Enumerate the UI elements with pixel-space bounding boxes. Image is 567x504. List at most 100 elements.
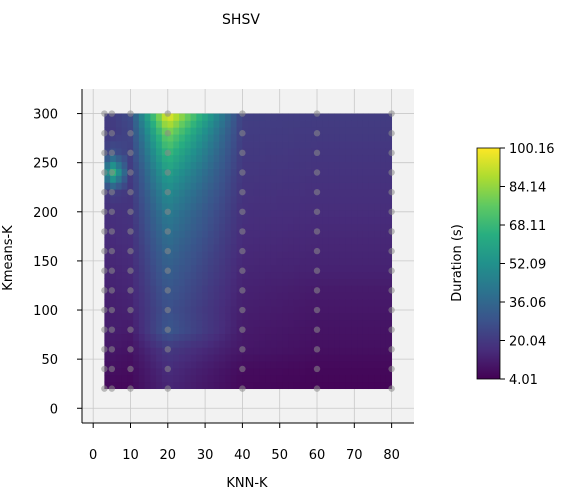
sample-point [109, 130, 115, 136]
surface-cell [323, 148, 329, 155]
surface-cell [346, 368, 352, 375]
surface-cell [311, 162, 317, 169]
surface-cell [168, 217, 174, 224]
surface-cell [214, 169, 220, 176]
surface-cell [248, 230, 254, 237]
surface-cell [196, 203, 202, 210]
surface-cell [259, 127, 265, 134]
sample-point [239, 248, 245, 254]
surface-cell [305, 354, 311, 361]
surface-cell [265, 244, 271, 251]
surface-cell [191, 375, 197, 382]
surface-cell [271, 162, 277, 169]
surface-cell [282, 354, 288, 361]
surface-cell [277, 285, 283, 292]
surface-cell [340, 155, 346, 162]
surface-cell [139, 306, 145, 313]
surface-cell [288, 134, 294, 141]
sample-point [101, 189, 107, 195]
surface-cell [374, 354, 380, 361]
surface-cell [248, 375, 254, 382]
surface-cell [305, 155, 311, 162]
sample-point [388, 169, 394, 175]
surface-cell [231, 162, 237, 169]
surface-cell [357, 306, 363, 313]
surface-cell [374, 244, 380, 251]
surface-cell [248, 155, 254, 162]
surface-cell [173, 285, 179, 292]
surface-cell [346, 382, 352, 389]
surface-cell [254, 196, 260, 203]
surface-cell [340, 196, 346, 203]
surface-cell [328, 237, 334, 244]
surface-cell [248, 382, 254, 389]
surface-cell [282, 272, 288, 279]
surface-cell [328, 382, 334, 389]
surface-cell [133, 354, 139, 361]
sample-point [127, 150, 133, 156]
surface-cell [208, 224, 214, 231]
surface-cell [305, 148, 311, 155]
surface-cell [346, 210, 352, 217]
sample-point [388, 248, 394, 254]
surface-cell [214, 244, 220, 251]
surface-cell [340, 114, 346, 121]
surface-cell [127, 320, 133, 327]
surface-cell [363, 162, 369, 169]
surface-cell [225, 368, 231, 375]
surface-cell [145, 196, 151, 203]
surface-cell [191, 292, 197, 299]
surface-cell [357, 114, 363, 121]
surface-cell [214, 217, 220, 224]
surface-cell [122, 120, 128, 127]
surface-cell [254, 327, 260, 334]
surface-cell [248, 134, 254, 141]
sample-point [101, 150, 107, 156]
surface-cell [294, 265, 300, 272]
surface-cell [231, 313, 237, 320]
surface-cell [282, 279, 288, 286]
surface-cell [305, 327, 311, 334]
surface-cell [231, 272, 237, 279]
surface-cell [277, 313, 283, 320]
surface-cell [254, 162, 260, 169]
surface-cell [300, 175, 306, 182]
surface-cell [259, 196, 265, 203]
surface-cell [294, 320, 300, 327]
surface-cell [351, 340, 357, 347]
surface-cell [323, 230, 329, 237]
surface-cell [191, 285, 197, 292]
surface-cell [369, 148, 375, 155]
surface-cell [219, 127, 225, 134]
surface-cell [328, 354, 334, 361]
surface-cell [265, 382, 271, 389]
surface-cell [323, 258, 329, 265]
surface-cell [369, 327, 375, 334]
surface-cell [162, 162, 168, 169]
surface-cell [305, 313, 311, 320]
surface-cell [122, 306, 128, 313]
colorbar-tick-label: 20.04 [509, 334, 546, 349]
surface-cell [242, 354, 248, 361]
surface-cell [254, 120, 260, 127]
surface-cell [133, 203, 139, 210]
surface-cell [277, 354, 283, 361]
surface-cell [357, 334, 363, 341]
surface-cell [340, 327, 346, 334]
surface-cell [265, 162, 271, 169]
surface-cell [254, 340, 260, 347]
surface-cell [214, 230, 220, 237]
surface-cell [214, 237, 220, 244]
surface-cell [323, 189, 329, 196]
surface-cell [340, 347, 346, 354]
surface-cell [145, 175, 151, 182]
surface-cell [150, 230, 156, 237]
surface-cell [282, 368, 288, 375]
surface-cell [168, 162, 174, 169]
surface-cell [214, 279, 220, 286]
surface-cell [328, 175, 334, 182]
surface-cell [374, 258, 380, 265]
surface-cell [219, 272, 225, 279]
surface-cell [173, 354, 179, 361]
surface-cell [300, 182, 306, 189]
